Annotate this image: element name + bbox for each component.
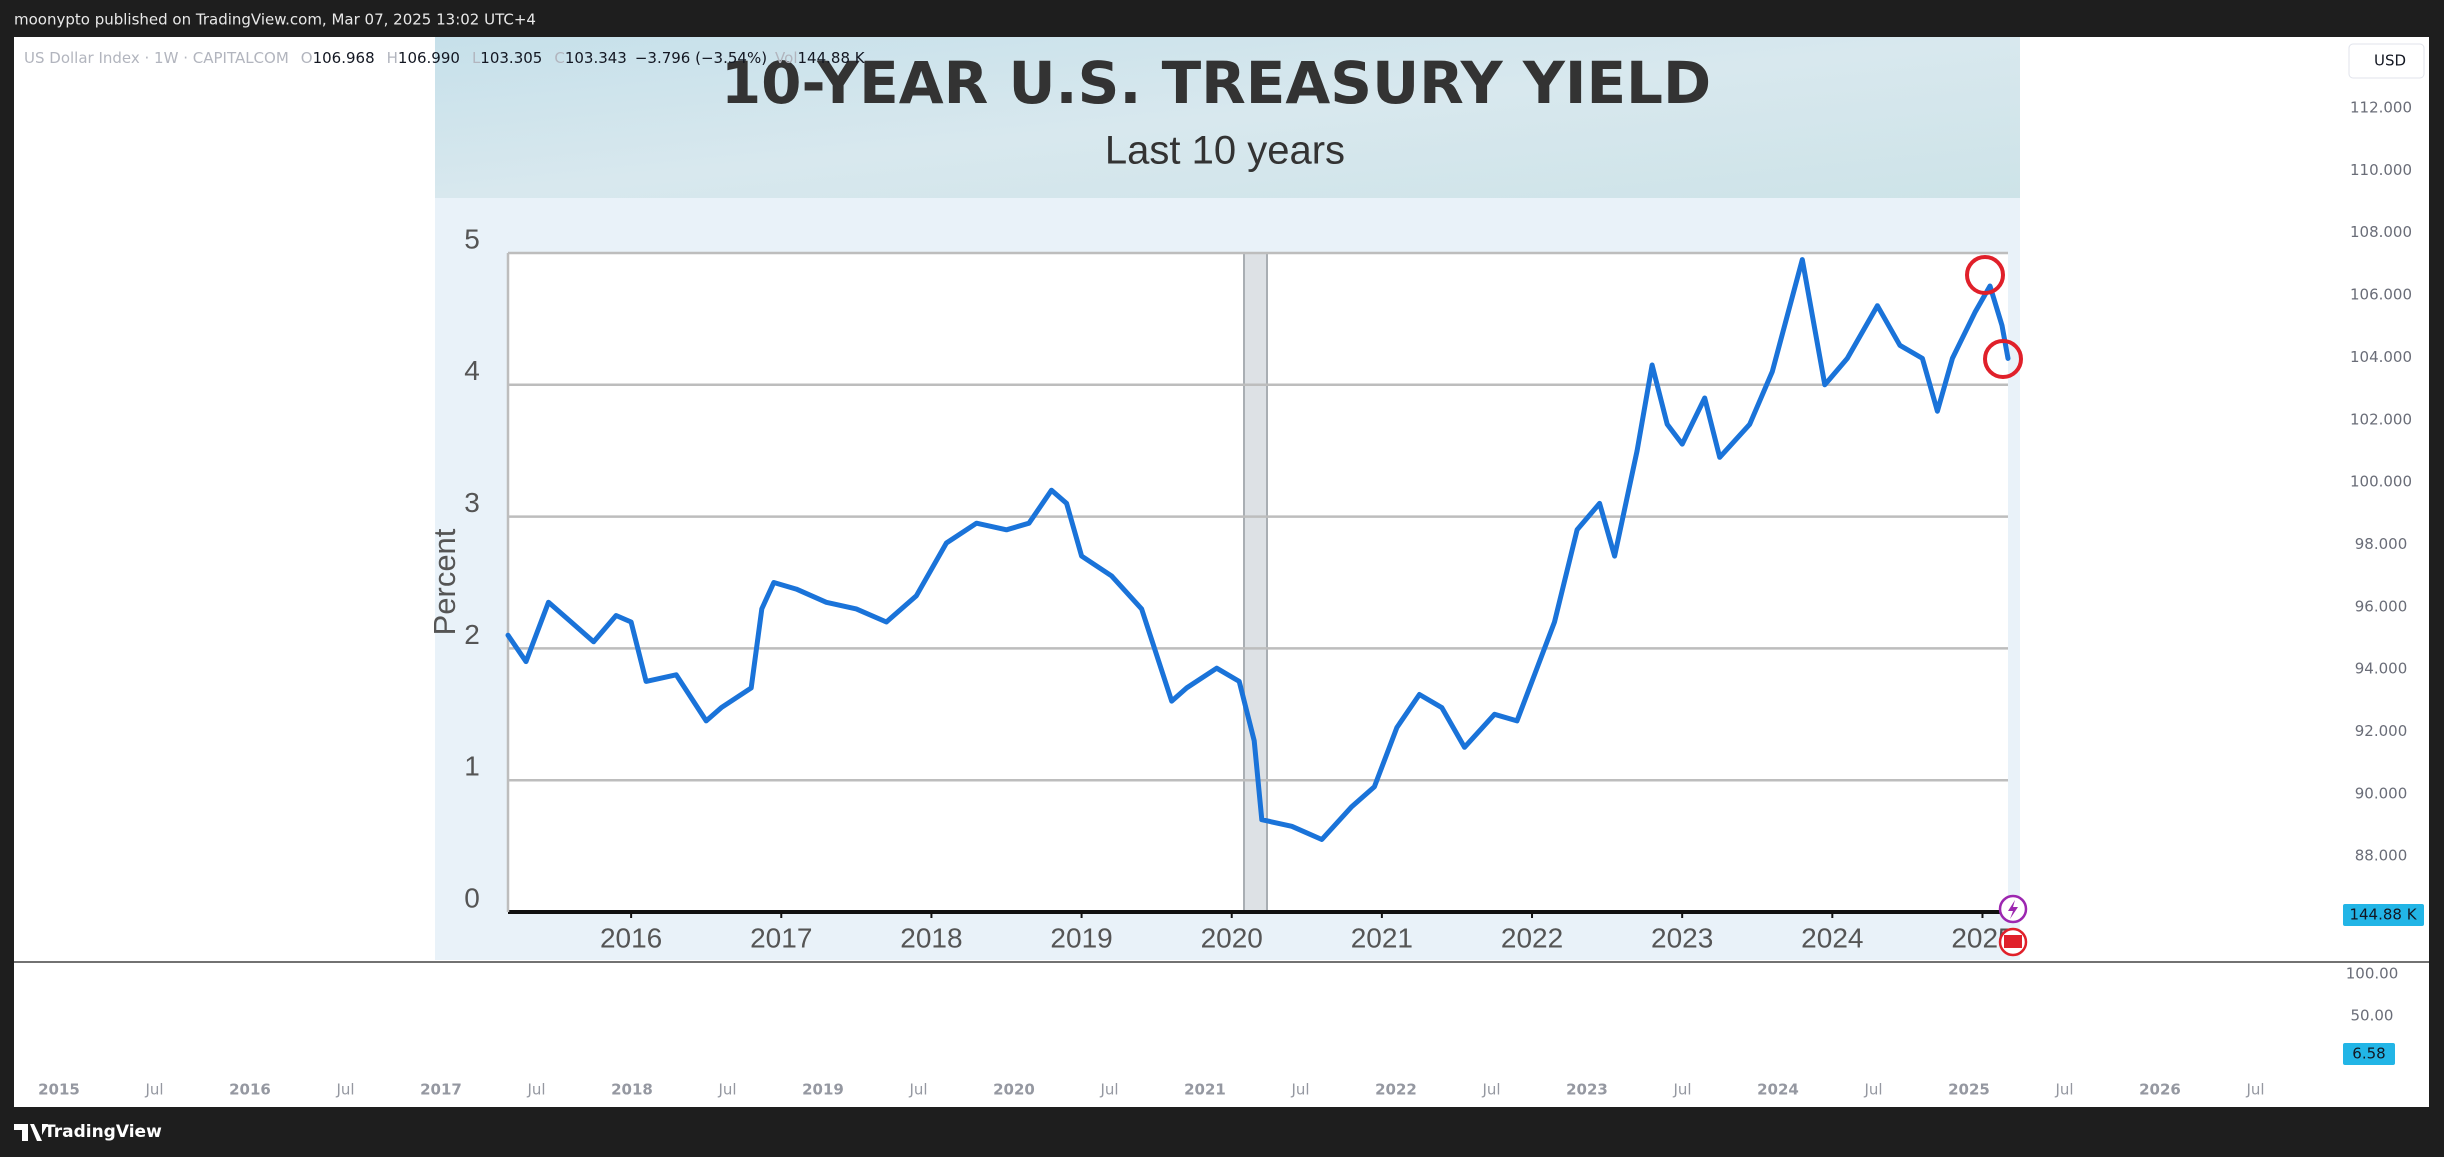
legend-value: 103.343: [565, 49, 627, 67]
legend-change: −3.796 (−3.54%): [635, 49, 767, 67]
image-header: [435, 37, 2020, 198]
price-label: 112.000: [2350, 99, 2412, 117]
time-label: 2019: [802, 1081, 844, 1099]
legend-key: H: [387, 49, 398, 67]
time-label: Jul: [526, 1081, 545, 1099]
volume-badge: [2343, 904, 2424, 926]
x-tick-label: 2019: [1050, 922, 1112, 953]
legend-key: C: [554, 49, 564, 67]
time-label: Jul: [144, 1081, 163, 1099]
x-tick-label: 2024: [1801, 922, 1863, 953]
lower-badge: [2343, 1043, 2395, 1065]
time-label: Jul: [335, 1081, 354, 1099]
y-tick-label: 0: [464, 882, 480, 913]
legend-volume: 144.88 K: [798, 49, 866, 67]
price-label: 88.000: [2355, 847, 2408, 865]
x-tick-label: 2022: [1501, 922, 1563, 953]
published-note: moonypto published on TradingView.com, M…: [14, 11, 536, 29]
legend-key: O: [301, 49, 313, 67]
x-tick-label: 2018: [900, 922, 962, 953]
time-label: 2016: [229, 1081, 271, 1099]
x-tick-label: 2023: [1651, 922, 1713, 953]
legend-key: L: [472, 49, 481, 67]
price-label: 90.000: [2355, 784, 2408, 802]
time-label: 2020: [993, 1081, 1035, 1099]
time-label: 2018: [611, 1081, 653, 1099]
embedded-chart: 10-YEAR U.S. TREASURY YIELD Last 10 year…: [427, 37, 2020, 960]
time-label: Jul: [1672, 1081, 1691, 1099]
currency-button[interactable]: [2348, 43, 2425, 79]
legend-value: 106.968: [313, 49, 375, 67]
x-tick-label: 2021: [1351, 922, 1413, 953]
legend: US Dollar Index · 1W · CAPITALCOM O106.96…: [24, 49, 866, 67]
lower-price-label: 50.00: [2351, 1007, 2394, 1025]
lower-price-label: 100.00: [2346, 965, 2399, 983]
y-axis-label: Percent: [427, 528, 462, 635]
chart-subtitle: Last 10 years: [1105, 129, 1345, 173]
annotation-circle: [1983, 339, 2023, 379]
legend-key: Vol: [775, 49, 797, 67]
price-label: 106.000: [2350, 286, 2412, 304]
price-label: 100.000: [2350, 473, 2412, 491]
currency-label: USD: [2374, 52, 2406, 70]
y-tick-label: 5: [464, 223, 480, 254]
price-label: 98.000: [2355, 535, 2408, 553]
volume-badge-label: 144.88 K: [2349, 906, 2417, 924]
time-label: Jul: [1481, 1081, 1500, 1099]
yield-line: [505, 257, 2011, 842]
time-label: Jul: [2054, 1081, 2073, 1099]
time-label: 2017: [420, 1081, 462, 1099]
legend-symbol: US Dollar Index · 1W · CAPITALCOM: [24, 49, 289, 67]
brand-logo: [14, 1124, 48, 1141]
y-tick-label: 1: [464, 751, 480, 782]
price-label: 96.000: [2355, 597, 2408, 615]
x-tick-label: 2016: [600, 922, 662, 953]
brand-name: TradingView: [44, 1122, 162, 1142]
time-label: Jul: [2245, 1081, 2264, 1099]
price-label: 92.000: [2355, 722, 2408, 740]
x-tick-label: 2017: [750, 922, 812, 953]
price-label: 102.000: [2350, 410, 2412, 428]
chart-title: 10-YEAR U.S. TREASURY YIELD: [721, 49, 1711, 117]
legend-value: 106.990: [398, 49, 460, 67]
time-label: 2026: [2139, 1081, 2181, 1099]
price-label: 108.000: [2350, 223, 2412, 241]
time-label: 2025: [1948, 1081, 1990, 1099]
time-label: Jul: [1290, 1081, 1309, 1099]
time-label: 2021: [1184, 1081, 1226, 1099]
price-label: 104.000: [2350, 348, 2412, 366]
y-tick-label: 4: [464, 355, 480, 386]
flag-icon-glyph: [2004, 935, 2022, 948]
time-label: 2023: [1566, 1081, 1608, 1099]
time-label: Jul: [1099, 1081, 1118, 1099]
x-tick-label: 2020: [1201, 922, 1263, 953]
time-label: Jul: [908, 1081, 927, 1099]
time-label: Jul: [1863, 1081, 1882, 1099]
annotation-circle: [1965, 255, 2005, 295]
lower-badge-label: 6.58: [2352, 1045, 2385, 1063]
legend-value: 103.305: [480, 49, 542, 67]
y-tick-label: 2: [464, 619, 480, 650]
price-label: 110.000: [2350, 161, 2412, 179]
time-label: Jul: [717, 1081, 736, 1099]
time-label: 2015: [38, 1081, 80, 1099]
y-tick-label: 3: [464, 487, 480, 518]
time-label: 2024: [1757, 1081, 1799, 1099]
price-label: 94.000: [2355, 660, 2408, 678]
event-icon-glyph: [2008, 900, 2018, 919]
time-label: 2022: [1375, 1081, 1417, 1099]
